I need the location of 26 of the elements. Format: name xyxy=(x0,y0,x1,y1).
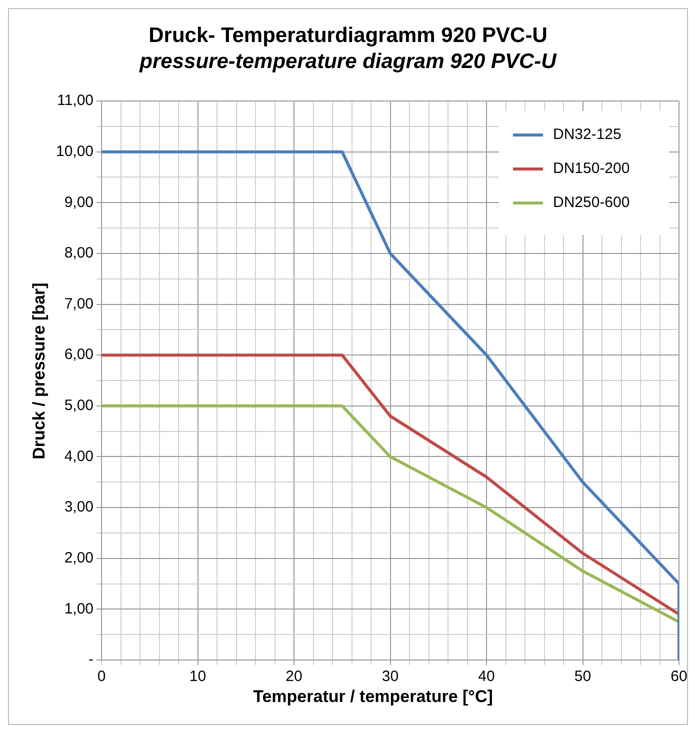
legend-label: DN250-600 xyxy=(553,194,630,212)
x-axis-title: Temperatur / temperature [°C] xyxy=(252,687,494,707)
y-tick-label: 11,00 xyxy=(57,92,94,110)
chart-subtitle: pressure-temperature diagram 920 PVC-U xyxy=(138,49,558,75)
y-tick-label: 8,00 xyxy=(64,244,94,262)
x-tick-label: 60 xyxy=(670,668,688,686)
y-tick-label: - xyxy=(88,651,94,668)
chart-title: Druck- Temperaturdiagramm 920 PVC-U xyxy=(148,23,548,49)
legend-label: DN32-125 xyxy=(553,126,622,144)
y-tick-label: 2,00 xyxy=(64,550,94,567)
y-axis-title: Druck / pressure [bar] xyxy=(29,282,49,460)
y-tick-label: 1,00 xyxy=(64,600,94,618)
x-tick-label: 50 xyxy=(574,668,592,686)
x-tick-label: 30 xyxy=(382,668,399,686)
y-tick-label: 5,00 xyxy=(64,397,94,414)
x-tick-label: 40 xyxy=(478,668,495,686)
y-tick-label: 10,00 xyxy=(56,142,94,160)
legend-label: DN150-200 xyxy=(553,160,630,178)
x-tick-label: 10 xyxy=(189,668,206,686)
y-tick-label: 4,00 xyxy=(64,448,94,465)
x-tick-label: 20 xyxy=(286,668,302,686)
y-tick-label: 9,00 xyxy=(64,194,94,211)
y-tick-label: 7,00 xyxy=(64,295,94,312)
y-tick-label: 6,00 xyxy=(64,346,94,364)
y-tick-label: 3,00 xyxy=(64,498,94,516)
x-tick-label: 0 xyxy=(97,668,106,686)
